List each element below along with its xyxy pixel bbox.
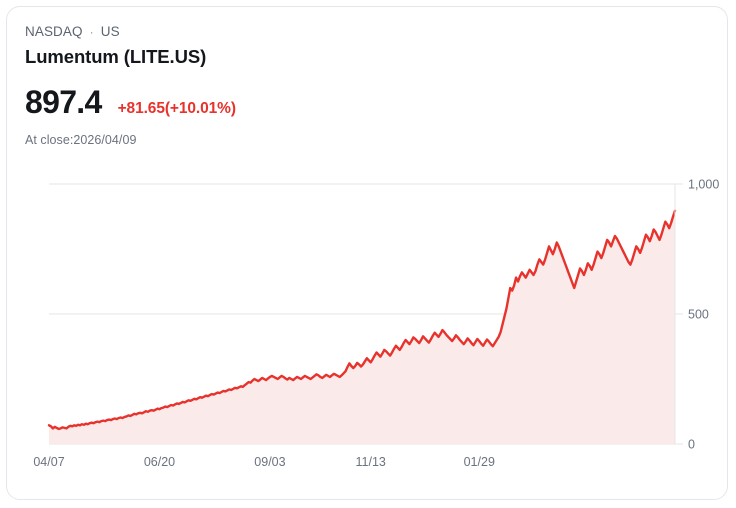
price-chart[interactable]: 0 500 1,000 04/07 06/20 09/03 11/13 01/29 xyxy=(7,167,728,477)
y-axis-label: 500 xyxy=(688,308,709,322)
x-axis-label: 01/29 xyxy=(464,455,495,469)
page-title: Lumentum (LITE.US) xyxy=(25,46,207,67)
price-line xyxy=(47,209,677,431)
y-axis-label: 0 xyxy=(688,438,695,452)
exchange-name: NASDAQ xyxy=(25,24,83,39)
y-axis-label: 1,000 xyxy=(688,178,719,192)
price-change: +81.65(+10.01%) xyxy=(117,100,236,117)
region-label: US xyxy=(100,24,120,39)
x-axis-label: 09/03 xyxy=(254,455,285,469)
x-axis-label: 06/20 xyxy=(144,455,175,469)
stock-quote-card: NASDAQ · US Lumentum (LITE.US) 897.4 +81… xyxy=(6,6,728,500)
price-chart-svg[interactable]: 0 500 1,000 04/07 06/20 09/03 11/13 01/29 xyxy=(7,167,728,477)
bullet-separator-icon: · xyxy=(89,24,94,39)
x-axis-label: 11/13 xyxy=(356,455,386,469)
exchange-row: NASDAQ · US xyxy=(25,23,685,41)
price-row: 897.4 +81.65(+10.01%) xyxy=(25,85,685,119)
quote-header: NASDAQ · US Lumentum (LITE.US) 897.4 +81… xyxy=(25,23,685,147)
close-timestamp: At close:2026/04/09 xyxy=(25,133,137,147)
price-area-fill xyxy=(49,210,675,444)
x-axis-label: 04/07 xyxy=(33,455,64,469)
current-price: 897.4 xyxy=(25,84,102,120)
